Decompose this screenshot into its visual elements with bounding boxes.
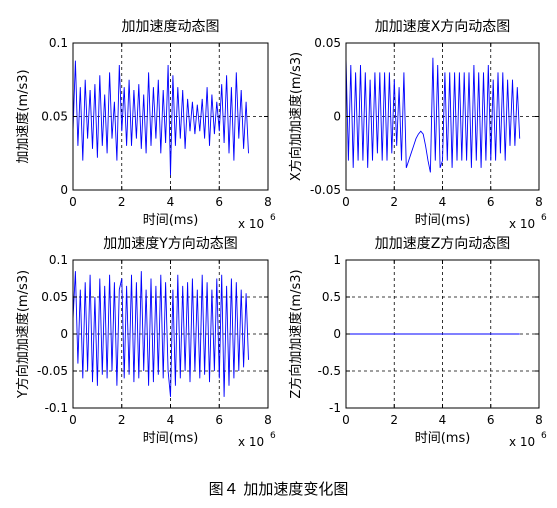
data-series-line bbox=[72, 271, 249, 397]
x-tick-label: 0 bbox=[69, 195, 77, 209]
x-axis-multiplier: x 10 bbox=[238, 435, 264, 449]
y-tick-label: 0 bbox=[60, 327, 68, 341]
data-series-line bbox=[345, 57, 521, 173]
y-tick-label: 0.05 bbox=[314, 36, 341, 50]
y-tick-label: 0.1 bbox=[49, 36, 68, 50]
y-tick-label: 0 bbox=[333, 327, 341, 341]
x-axis-multiplier: x 10 bbox=[509, 217, 535, 231]
x-tick-label: 0 bbox=[342, 413, 350, 427]
y-tick-label: -0.5 bbox=[318, 364, 341, 378]
x-axis-multiplier-exponent: 6 bbox=[270, 213, 276, 223]
x-tick-label: 8 bbox=[264, 195, 272, 209]
x-tick-label: 6 bbox=[487, 195, 495, 209]
figure-caption: 图４ 加加速度变化图 bbox=[208, 480, 349, 498]
y-tick-label: 0.1 bbox=[49, 253, 68, 267]
chart-title: 加加速度动态图 bbox=[122, 19, 220, 35]
y-axis-label: 加加速度(m/s3) bbox=[15, 69, 31, 163]
x-tick-label: 2 bbox=[118, 195, 126, 209]
x-axis-label: 时间(ms) bbox=[143, 213, 199, 228]
x-tick-label: 0 bbox=[69, 413, 77, 427]
x-tick-label: 2 bbox=[390, 413, 398, 427]
x-tick-label: 8 bbox=[535, 413, 543, 427]
y-tick-label: -1 bbox=[329, 401, 341, 415]
x-axis-label: 时间(ms) bbox=[415, 213, 471, 228]
chart-title: 加加速度X方向动态图 bbox=[375, 19, 511, 35]
y-tick-label: 0.05 bbox=[41, 290, 68, 304]
x-tick-label: 6 bbox=[215, 195, 223, 209]
y-axis-label: X方向加加速度(m/s3) bbox=[288, 52, 304, 181]
x-axis-multiplier-exponent: 6 bbox=[541, 213, 547, 223]
x-tick-label: 8 bbox=[264, 413, 272, 427]
chart-title: 加加速度Y方向动态图 bbox=[103, 236, 238, 252]
x-axis-multiplier-exponent: 6 bbox=[541, 431, 547, 441]
data-series-line bbox=[72, 60, 249, 176]
x-tick-label: 6 bbox=[487, 413, 495, 427]
x-axis-label: 时间(ms) bbox=[143, 431, 199, 446]
y-axis-label: Y方向加加速度(m/s3) bbox=[15, 270, 31, 399]
x-axis-multiplier: x 10 bbox=[238, 217, 264, 231]
y-tick-label: 0 bbox=[60, 183, 68, 197]
y-tick-label: 1 bbox=[333, 253, 341, 267]
y-tick-label: -0.05 bbox=[310, 183, 341, 197]
x-tick-label: 2 bbox=[118, 413, 126, 427]
x-tick-label: 4 bbox=[439, 413, 447, 427]
x-axis-multiplier: x 10 bbox=[509, 435, 535, 449]
chart-title: 加加速度Z方向动态图 bbox=[375, 236, 511, 252]
y-tick-label: -0.05 bbox=[37, 364, 68, 378]
x-tick-label: 6 bbox=[215, 413, 223, 427]
y-tick-label: -0.1 bbox=[45, 401, 68, 415]
x-tick-label: 8 bbox=[535, 195, 543, 209]
x-tick-label: 4 bbox=[167, 413, 175, 427]
y-axis-label: Z方向加加速度(m/s3) bbox=[288, 269, 304, 398]
y-tick-label: 0.05 bbox=[41, 110, 68, 124]
y-tick-label: 0 bbox=[333, 110, 341, 124]
x-tick-label: 4 bbox=[439, 195, 447, 209]
x-axis-multiplier-exponent: 6 bbox=[270, 431, 276, 441]
y-tick-label: 0.5 bbox=[322, 290, 341, 304]
x-tick-label: 2 bbox=[390, 195, 398, 209]
x-tick-label: 0 bbox=[342, 195, 350, 209]
x-tick-label: 4 bbox=[167, 195, 175, 209]
x-axis-label: 时间(ms) bbox=[415, 431, 471, 446]
